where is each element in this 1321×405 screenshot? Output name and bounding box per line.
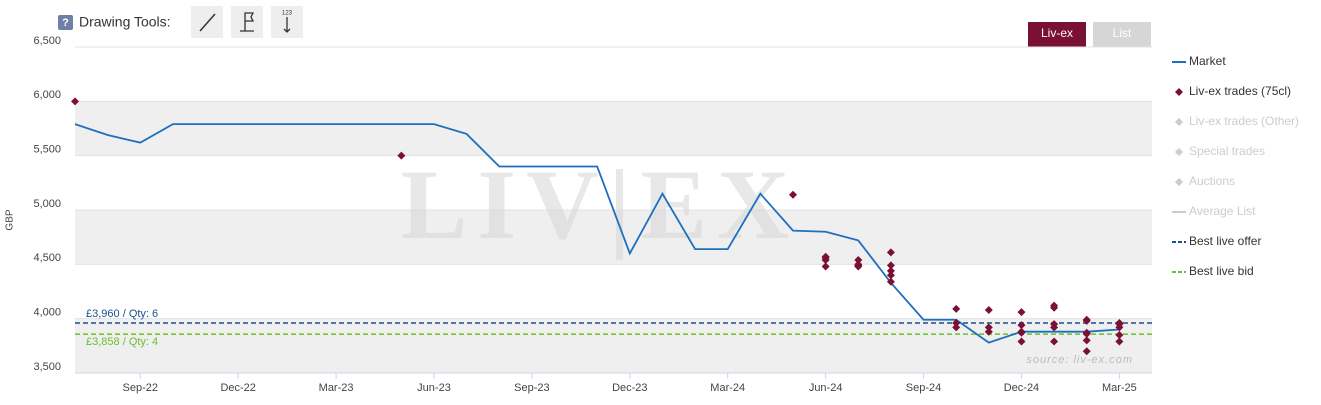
x-tick-label: Sep-24 xyxy=(906,382,941,394)
trade-point xyxy=(71,97,79,106)
legend-symbol xyxy=(1175,88,1183,96)
flag-tool[interactable] xyxy=(231,6,263,38)
line-icon xyxy=(199,13,216,32)
trade-point xyxy=(984,323,993,332)
x-tick-label: Dec-23 xyxy=(612,382,647,394)
trade-point xyxy=(952,304,961,313)
x-tick-label: Mar-23 xyxy=(319,382,354,394)
trade-point xyxy=(886,266,895,275)
trade-point xyxy=(952,323,961,332)
legend-label[interactable]: Average List xyxy=(1189,204,1256,218)
trade-point xyxy=(1082,347,1091,356)
legend-label[interactable]: Best live offer xyxy=(1189,234,1261,248)
legend-label[interactable]: Best live bid xyxy=(1189,264,1254,278)
legend-label[interactable]: Auctions xyxy=(1189,174,1235,188)
x-tick-label: Sep-23 xyxy=(514,382,549,394)
x-tick-label: Dec-22 xyxy=(220,382,255,394)
trade-point xyxy=(1082,315,1091,324)
x-tick-label: Mar-24 xyxy=(710,382,745,394)
trade-point xyxy=(1115,337,1124,346)
source-note: source: liv-ex.com xyxy=(1026,354,1133,366)
trade-point xyxy=(886,277,895,286)
market-line xyxy=(74,123,1120,344)
legend-symbol xyxy=(1175,178,1183,186)
y-tick-label: 3,500 xyxy=(33,361,61,373)
trade-point xyxy=(1115,330,1124,339)
trade-point xyxy=(1017,328,1026,337)
plot-band xyxy=(75,318,1152,373)
trade-point xyxy=(1050,303,1059,312)
liv-ex-button[interactable] xyxy=(1028,22,1086,48)
liv-ex-button-label: Liv-ex xyxy=(1041,26,1073,40)
trade-point xyxy=(821,253,830,262)
trade-point xyxy=(952,319,961,328)
list-button-label: List xyxy=(1113,26,1132,40)
list-button[interactable] xyxy=(1093,22,1151,48)
trade-point xyxy=(397,151,406,160)
y-tick-label: 6,000 xyxy=(33,89,61,101)
x-tick-label: Mar-25 xyxy=(1102,382,1137,394)
x-tick-label: Sep-22 xyxy=(123,382,158,394)
trade-point xyxy=(1115,323,1124,332)
x-tick-label: Dec-24 xyxy=(1004,382,1039,394)
trade-point xyxy=(1017,321,1026,330)
trade-point xyxy=(1050,320,1059,329)
help-text: ? xyxy=(62,17,69,29)
y-tick-label: 4,000 xyxy=(33,307,61,319)
flag-icon xyxy=(240,12,255,32)
help-icon[interactable] xyxy=(58,15,73,30)
trade-point xyxy=(1082,336,1091,345)
plot-band xyxy=(75,210,1152,265)
trade-point xyxy=(886,248,895,257)
trade-point xyxy=(984,327,993,336)
trade-point xyxy=(1050,337,1059,346)
toolbar: ? Drawing Tools: 123 xyxy=(58,6,303,38)
trade-point xyxy=(886,271,895,280)
x-tick-label: Jun-23 xyxy=(417,382,451,394)
reference-label: £3,960 / Qty: 6 xyxy=(86,308,158,320)
reference-label: £3,858 / Qty: 4 xyxy=(86,336,158,348)
y-tick-label: 4,500 xyxy=(33,252,61,264)
trade-point xyxy=(1082,328,1091,337)
trade-point xyxy=(854,255,863,264)
legend-label[interactable]: Special trades xyxy=(1189,144,1265,158)
trade-point xyxy=(886,261,895,270)
trade-point xyxy=(1017,308,1026,317)
trade-point xyxy=(984,305,993,314)
plot-band xyxy=(75,101,1152,156)
legend-label[interactable]: Liv-ex trades (75cl) xyxy=(1189,84,1291,98)
trade-point xyxy=(854,260,863,269)
trade-point xyxy=(789,190,797,199)
trade-point xyxy=(1017,337,1026,346)
label-icon-text: 123 xyxy=(282,11,293,17)
legend-symbol xyxy=(1175,118,1183,126)
label-icon xyxy=(283,17,291,33)
x-tick-label: Jun-24 xyxy=(809,382,843,394)
y-tick-label: 5,500 xyxy=(33,144,61,156)
y-tick-label: 5,000 xyxy=(33,198,61,210)
legend-symbol xyxy=(1175,148,1183,156)
trade-point xyxy=(821,262,830,271)
legend-label[interactable]: Market xyxy=(1189,54,1226,68)
y-tick-label: 6,500 xyxy=(33,35,61,47)
toolbar-label: Drawing Tools: xyxy=(79,14,171,30)
legend-label[interactable]: Liv-ex trades (Other) xyxy=(1189,114,1299,128)
watermark: LIV|EX xyxy=(401,149,800,260)
y-axis-label: GBP xyxy=(5,209,16,230)
